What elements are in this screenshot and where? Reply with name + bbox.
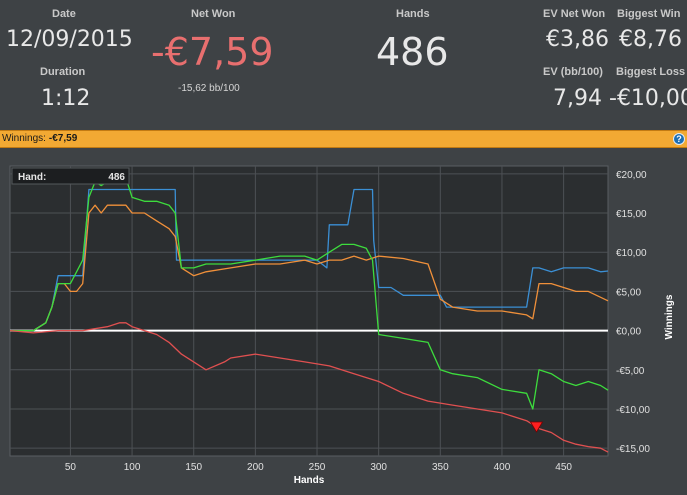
x-axis-label: Hands — [294, 475, 325, 486]
biggest-loss-label: Biggest Loss — [616, 66, 686, 78]
hand-tooltip-value: 486 — [108, 172, 125, 183]
series-line-3 — [10, 177, 609, 410]
hand-tooltip-label: Hand: — [18, 172, 46, 183]
ev-bb100-value: 7,94 — [553, 86, 602, 111]
winnings-chart[interactable]: €20,00 €15,00 €10,00 €5,00 €0,00 -€5,00 -€10,0… — [0, 148, 687, 495]
winnings-bar-text: Winnings: -€7,59 — [2, 133, 77, 144]
x-tick-label: 250 — [309, 462, 326, 473]
net-won-label: Net Won — [191, 8, 236, 20]
biggest-win-label: Biggest Win — [617, 8, 681, 20]
biggest-win-value: €8,76 — [619, 27, 682, 52]
y-axis-label: Winnings — [664, 294, 675, 339]
x-tick-label: 350 — [432, 462, 449, 473]
help-icon[interactable]: ? — [673, 133, 685, 145]
duration-label: Duration — [40, 66, 86, 78]
net-won-value: -€7,59 — [151, 30, 274, 74]
y-tick-label: €5,00 — [616, 287, 641, 298]
y-tick-label: €15,00 — [616, 209, 647, 220]
date-label: Date — [52, 8, 76, 20]
x-tick-label: 150 — [185, 462, 202, 473]
x-tick-label: 300 — [370, 462, 387, 473]
y-tick-label: -€5,00 — [616, 366, 645, 377]
duration-value: 1:12 — [41, 86, 91, 111]
session-stats-panel: Date 12/09/2015 Duration 1:12 Net Won -€… — [0, 0, 687, 130]
x-tick-label: 450 — [555, 462, 572, 473]
hand-tooltip — [11, 167, 130, 185]
date-value: 12/09/2015 — [6, 27, 133, 52]
ev-net-won-value: €3,86 — [546, 27, 609, 52]
biggest-loss-value: -€10,00 — [609, 86, 687, 111]
y-tick-label: €0,00 — [616, 327, 641, 338]
winnings-bar: Winnings: -€7,59 ? — [0, 130, 687, 148]
y-tick-label: €10,00 — [616, 248, 647, 259]
ev-bb100-label: EV (bb/100) — [543, 66, 603, 78]
series-line-4 — [9, 322, 609, 453]
series-line-1 — [10, 188, 609, 332]
ev-net-won-label: EV Net Won — [543, 8, 606, 20]
plot-area — [9, 165, 609, 457]
hands-value: 486 — [376, 30, 449, 74]
x-tick-label: 200 — [247, 462, 264, 473]
y-tick-label: -€10,00 — [616, 405, 650, 416]
series-line-2 — [10, 204, 609, 332]
hands-label: Hands — [396, 8, 430, 20]
biggest-loss-marker — [529, 421, 544, 433]
y-tick-label: €20,00 — [616, 170, 647, 181]
net-won-bb100: -15,62 bb/100 — [178, 83, 240, 94]
winnings-bar-value: -€7,59 — [48, 133, 78, 144]
x-tick-label: 100 — [124, 462, 141, 473]
x-tick-label: 400 — [494, 462, 511, 473]
winnings-chart-panel: €20,00 €15,00 €10,00 €5,00 €0,00 -€5,00 -€10,0… — [0, 148, 687, 495]
y-tick-label: -€15,00 — [616, 444, 650, 455]
x-tick-label: 50 — [65, 462, 77, 473]
winnings-bar-label: Winnings: — [2, 133, 46, 144]
